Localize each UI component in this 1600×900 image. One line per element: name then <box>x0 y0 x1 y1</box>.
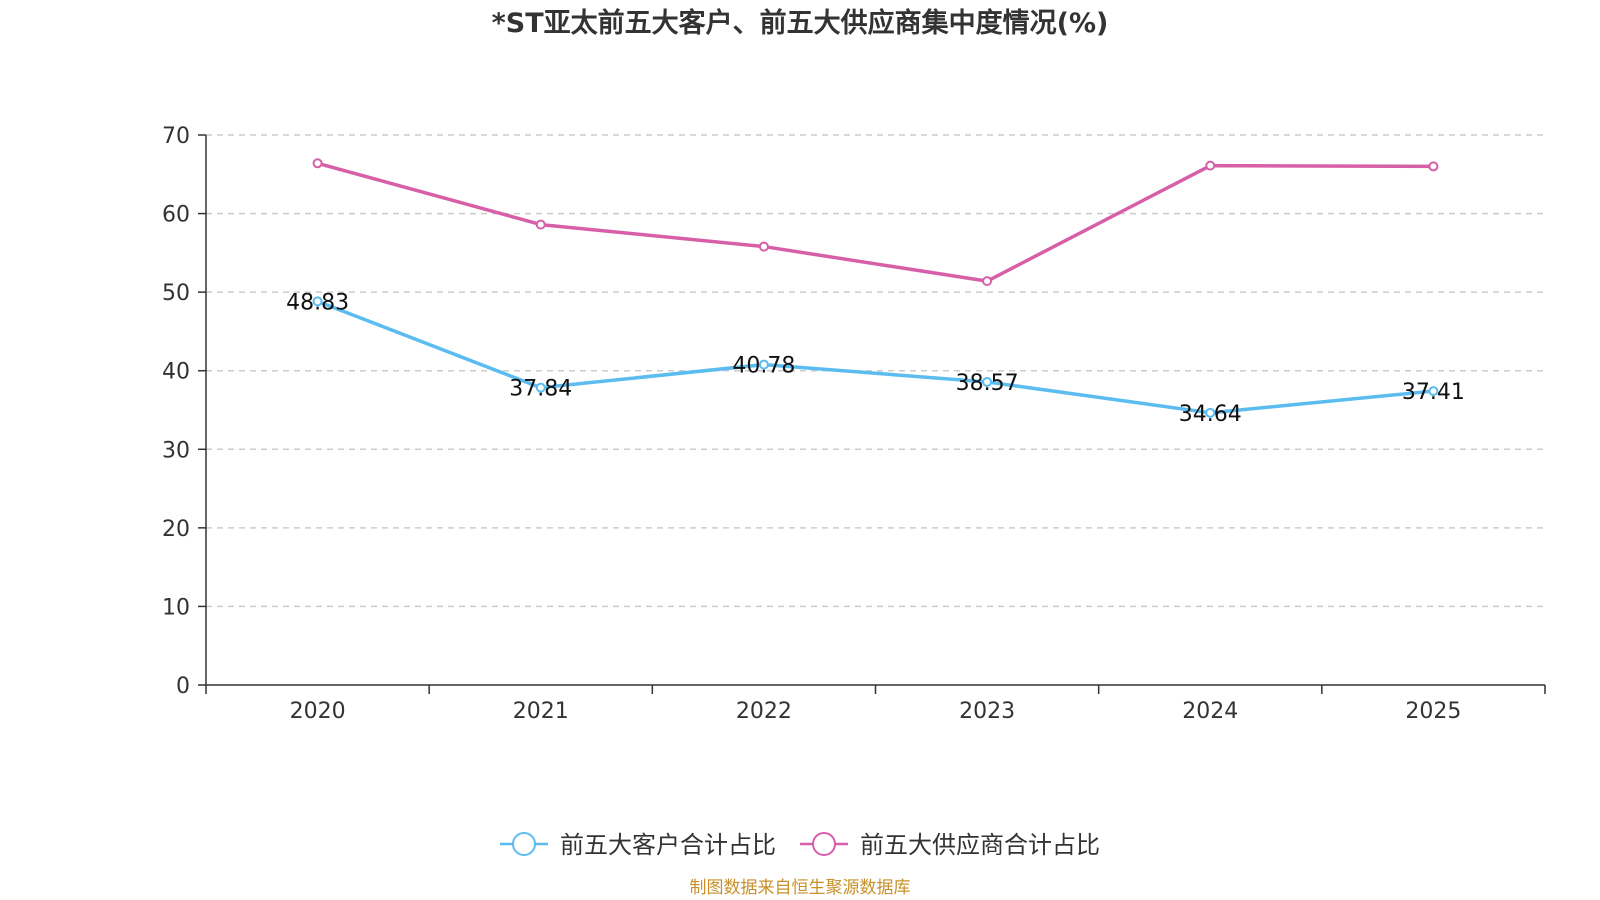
grid-layer <box>206 134 1545 608</box>
legend-marker-1 <box>512 832 536 856</box>
source-note: 制图数据来自恒生聚源数据库 <box>690 878 911 898</box>
series-1-point-2024 <box>1205 407 1216 418</box>
legend-label-2: 前五大供应商合计占比 <box>860 831 1100 859</box>
x-tick-label-2020: 2020 <box>290 699 346 724</box>
legend-marker-2 <box>812 832 836 856</box>
series-1-point-2021 <box>535 382 546 393</box>
series-2-point-2025 <box>1428 161 1439 172</box>
y-tick-label-30: 30 <box>162 438 190 463</box>
series-line-2 <box>315 161 1436 283</box>
y-tick-label-40: 40 <box>162 360 190 385</box>
series-2-point-2024 <box>1205 160 1216 171</box>
series-1-label-2023: 38.57 <box>956 371 1019 396</box>
y-tick-label-0: 0 <box>176 674 190 699</box>
series-2-point-2021 <box>535 219 546 230</box>
series-1-point-2025 <box>1428 386 1439 397</box>
y-tick-label-70: 70 <box>162 124 190 149</box>
series-1-label-2025: 37.41 <box>1402 380 1465 405</box>
series-2-point-2020 <box>312 158 323 169</box>
series-1-label-2022: 40.78 <box>732 354 795 379</box>
y-tick-label-50: 50 <box>162 281 190 306</box>
axis-layer: 0 10 20 30 40 50 60 70 2020 2021 2022 2023 2024 2025 <box>162 124 1546 724</box>
series-2-point-2022 <box>758 241 769 252</box>
chart-title: *ST亚太前五大客户、前五大供应商集中度情况(%) <box>492 7 1109 39</box>
x-tick-label-2024: 2024 <box>1182 699 1238 724</box>
series-layer <box>312 158 1439 418</box>
series-2-point-2023 <box>982 276 993 287</box>
legend-item-2[interactable]: 前五大供应商合计占比 <box>800 831 1100 859</box>
y-tick-label-60: 60 <box>162 203 190 228</box>
x-tick-label-2025: 2025 <box>1405 699 1461 724</box>
legend[interactable]: 前五大客户合计占比 前五大供应商合计占比 <box>500 831 1100 859</box>
x-tick-label-2022: 2022 <box>736 699 792 724</box>
series-1-label-2021: 37.84 <box>509 377 572 402</box>
data-labels: 48.83 37.84 40.78 38.57 34.64 37.41 <box>286 290 1465 426</box>
y-tick-label-10: 10 <box>162 595 190 620</box>
y-tick-label-20: 20 <box>162 517 190 542</box>
x-tick-label-2021: 2021 <box>513 699 569 724</box>
series-1-point-2023 <box>982 376 993 387</box>
series-1-label-2020: 48.83 <box>286 290 349 315</box>
series-line-1 <box>315 299 1436 415</box>
legend-item-1[interactable]: 前五大客户合计占比 <box>500 831 776 859</box>
series-1-point-2020 <box>312 296 323 307</box>
series-1-point-2022 <box>758 359 769 370</box>
legend-label-1: 前五大客户合计占比 <box>560 831 776 859</box>
series-1-label-2024: 34.64 <box>1179 402 1242 427</box>
x-tick-label-2023: 2023 <box>959 699 1015 724</box>
